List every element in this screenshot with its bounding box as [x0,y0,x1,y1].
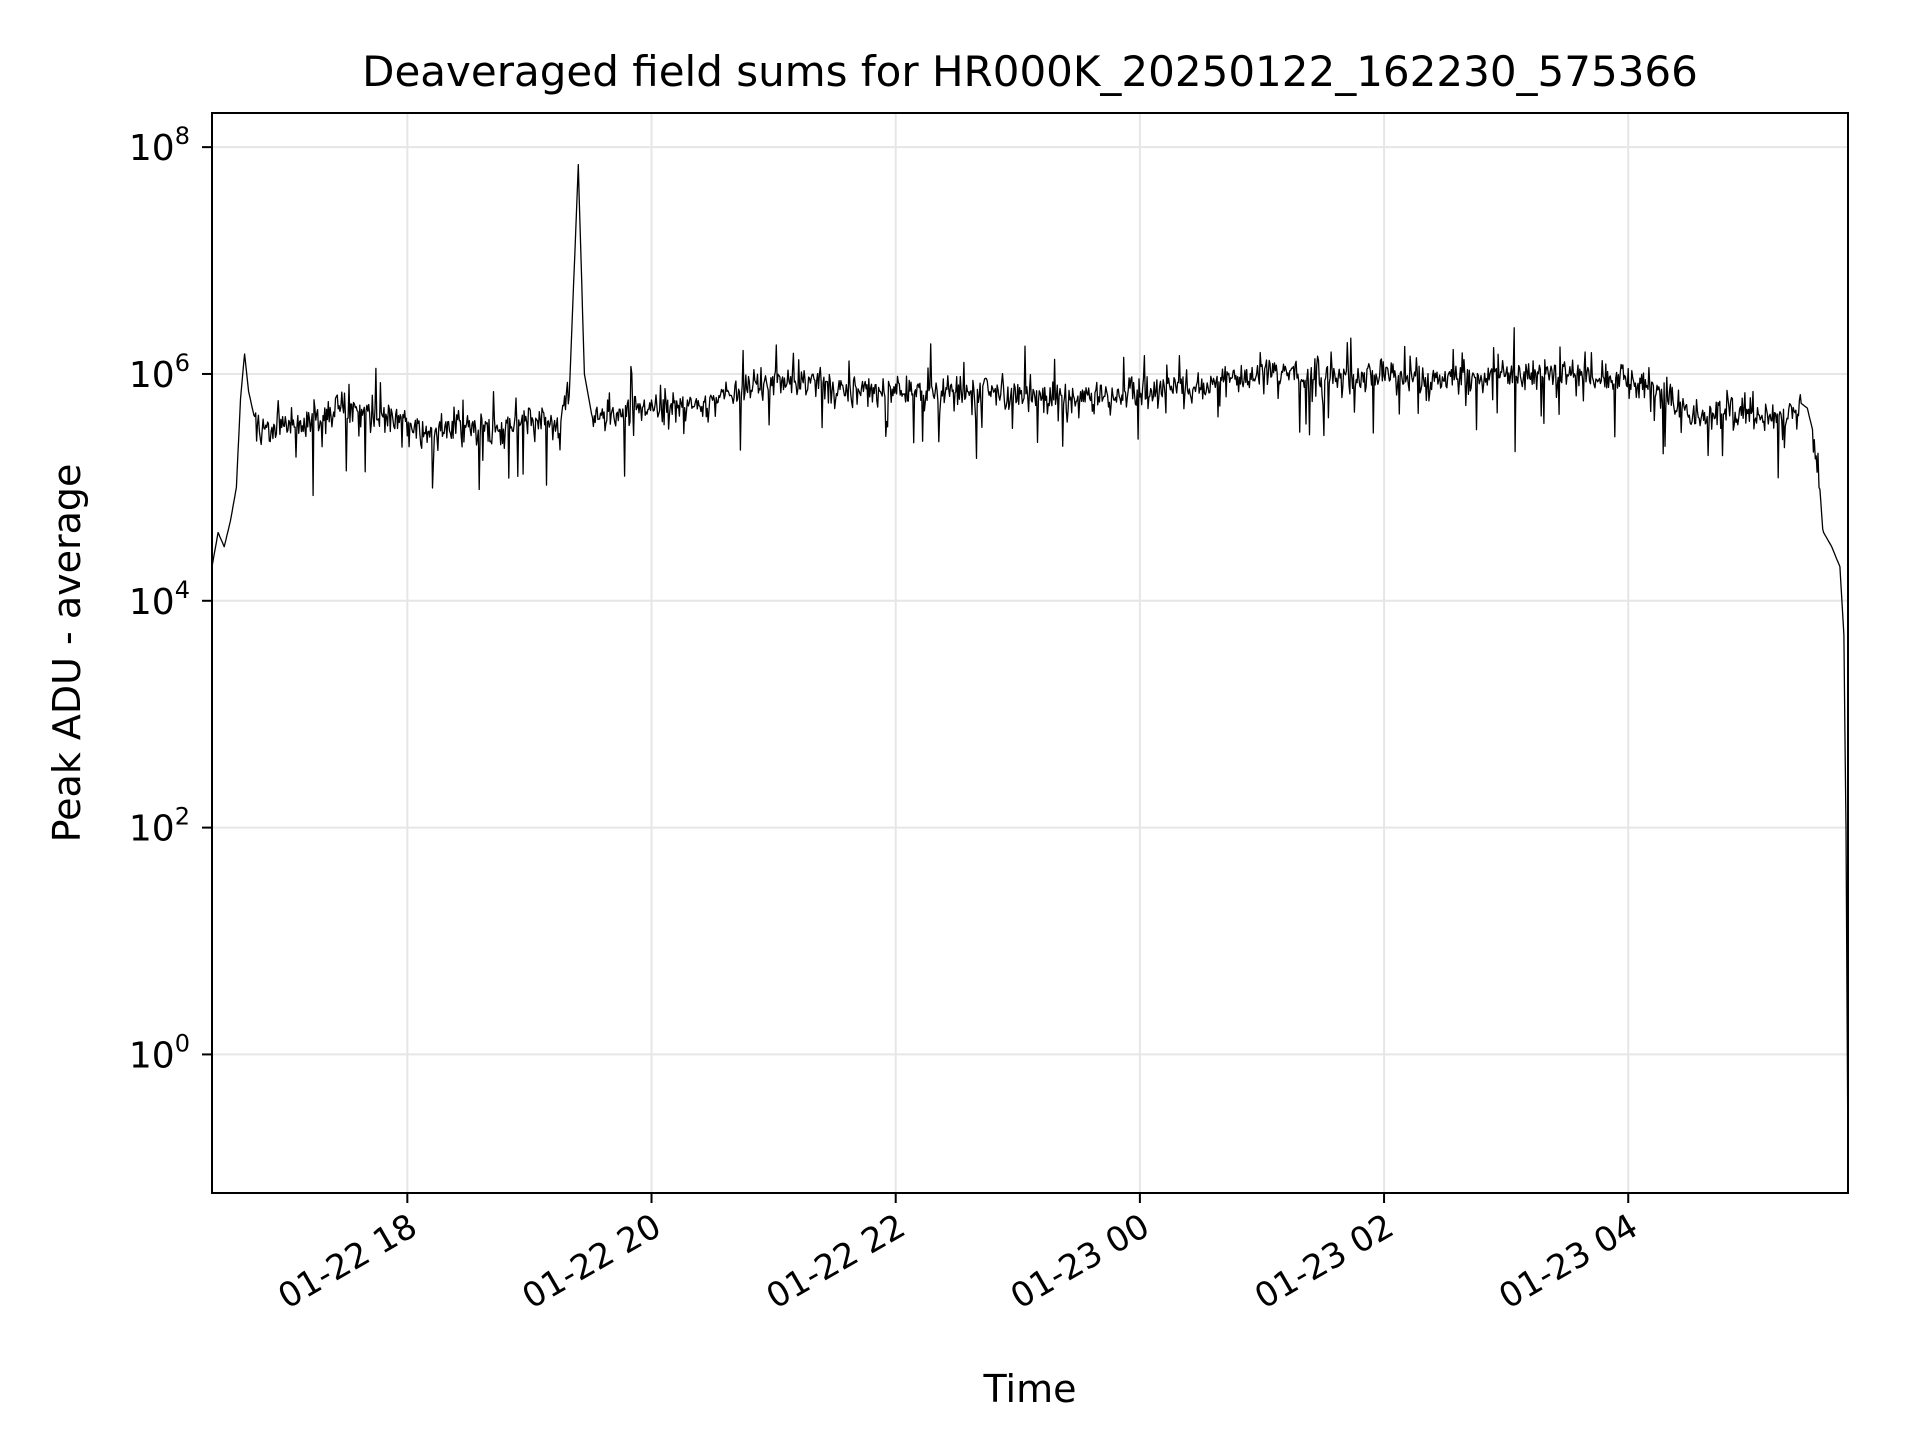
data-point [240,398,242,400]
data-point [1843,634,1845,636]
data-point [584,373,586,375]
y-tick-label: 108 [129,122,190,169]
data-point [437,432,439,434]
data-point [1750,412,1752,414]
data-point [712,403,714,405]
data-point [1845,827,1847,829]
grid-lines [212,113,1848,1193]
data-point [1627,378,1629,380]
data-point [1807,407,1809,409]
plot-frame [211,112,1849,1194]
data-point [254,418,256,420]
chart-title: Deaveraged field sums for HR000K_2025012… [362,47,1698,96]
data-point [559,425,561,427]
data-point [1505,373,1507,375]
data-point [1017,394,1019,396]
series-layer [212,164,1848,1168]
data-point [1823,532,1825,534]
data-point [1200,384,1202,386]
data-point [1813,432,1815,434]
x-axis-label: Time [983,1367,1077,1411]
y-axis-label: Peak ADU - average [45,464,89,843]
data-point [1261,373,1263,375]
data-point [956,391,958,393]
data-point [236,487,238,489]
data-point [1800,403,1802,405]
data-point [217,532,219,534]
data-point [1566,373,1568,375]
data-point [1658,391,1660,393]
data-point [315,418,317,420]
data-point [468,425,470,427]
data-point [1444,378,1446,380]
y-tick-label: 100 [129,1029,190,1076]
data-point [773,378,775,380]
data-point [407,425,409,427]
data-point [244,353,246,355]
data-point [230,521,232,523]
data-point [1839,566,1841,568]
data-point [498,432,500,434]
data-point [620,412,622,414]
data-point [592,418,594,420]
series-line [212,164,1848,1168]
data-point [1831,546,1833,548]
y-tick-label: 102 [129,803,190,850]
data-point [577,164,579,166]
data-point [1719,412,1721,414]
data-point [834,384,836,386]
data-point [1139,391,1141,393]
data-point [529,418,531,420]
data-point [569,373,571,375]
data-point [1078,398,1080,400]
data-point [264,432,266,434]
data-point [651,407,653,409]
data-point [1322,378,1324,380]
data-point [345,407,347,409]
data-point [1383,373,1385,375]
y-tick-label: 106 [129,349,190,396]
data-point [376,412,378,414]
data-point [895,391,897,393]
data-point [223,546,225,548]
data-point [1780,418,1782,420]
data-point [248,391,250,393]
data-point [284,425,286,427]
data-point [1688,418,1690,420]
y-tick-label: 104 [129,576,190,623]
